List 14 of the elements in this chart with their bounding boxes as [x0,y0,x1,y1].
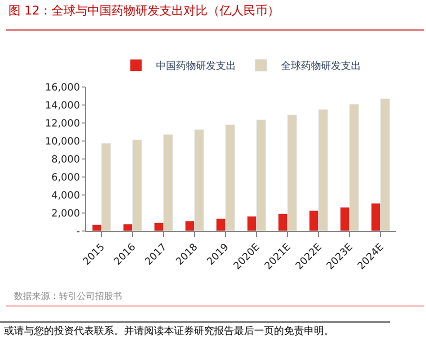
y-tick-label: 2,000 [51,208,80,220]
source-note: 数据来源：转引公司招股书 [14,291,122,302]
y-tick-label: 10,000 [45,136,80,148]
y-tick-label: 16,000 [45,82,80,94]
legend-label: 全球药物研发支出 [281,60,361,72]
chart-title: 图 12：全球与中国药物研发支出对比（亿人民币） [8,3,280,18]
legend-label: 中国药物研发支出 [156,60,236,72]
text: 或请与您的投资代表联系。并请阅读本证券研究报告最后一页的免责申明。 [4,325,334,337]
y-tick-label: 12,000 [45,118,80,130]
y-tick-label: - [76,226,80,238]
y-tick-label: 8,000 [51,154,80,166]
y-tick-label: 14,000 [45,100,80,112]
y-tick-label: 6,000 [51,172,80,184]
y-tick-label: 4,000 [51,190,80,202]
